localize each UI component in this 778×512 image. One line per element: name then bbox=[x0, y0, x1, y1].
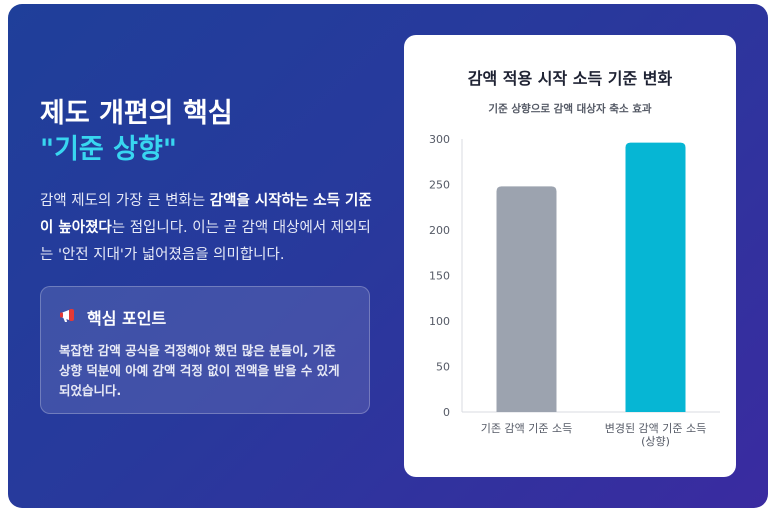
slide: 제도 개편의 핵심 "기준 상향" 감액 제도의 가장 큰 변화는 감액을 시작… bbox=[8, 4, 768, 508]
bar-1 bbox=[496, 186, 557, 412]
y-tick-label: 200 bbox=[429, 224, 450, 237]
description: 감액 제도의 가장 큰 변화는 감액을 시작하는 소득 기준이 높아졌다는 점입… bbox=[40, 188, 380, 269]
megaphone-icon bbox=[59, 307, 79, 327]
description-part1: 감액 제도의 가장 큰 변화는 bbox=[40, 193, 210, 209]
left-panel: 제도 개편의 핵심 "기준 상향" 감액 제도의 가장 큰 변화는 감액을 시작… bbox=[40, 96, 380, 269]
key-point-box: 핵심 포인트 복잡한 감액 공식을 걱정해야 했던 많은 분들이, 기준 상향 … bbox=[40, 286, 370, 414]
y-tick-label: 100 bbox=[429, 315, 450, 328]
x-tick-label: 기존 감액 기준 소득 bbox=[481, 422, 572, 435]
key-point-title: 핵심 포인트 bbox=[87, 309, 167, 328]
y-tick-label: 50 bbox=[436, 361, 450, 374]
key-point-body: 복잡한 감액 공식을 걱정해야 했던 많은 분들이, 기준 상향 덕분에 아예 … bbox=[59, 343, 340, 398]
bar-chart: 0 50 100 150 200 250 300 기존 감액 기준 소득 변경된 감액 기준 소… bbox=[429, 133, 720, 448]
y-tick-label: 300 bbox=[429, 133, 450, 146]
y-tick-label: 250 bbox=[429, 179, 450, 192]
y-tick-label: 0 bbox=[443, 406, 450, 419]
chart-card: 감액 적용 시작 소득 기준 변화 기준 상향으로 감액 대상자 축소 효과 0… bbox=[404, 35, 736, 477]
x-tick-label: (상향) bbox=[641, 435, 670, 448]
key-point-header: 핵심 포인트 bbox=[59, 305, 351, 329]
heading-line2: "기준 상향" bbox=[40, 134, 177, 165]
heading-line1: 제도 개편의 핵심 bbox=[40, 98, 233, 129]
bar-2 bbox=[625, 142, 686, 412]
x-tick-label: 변경된 감액 기준 소득 bbox=[605, 422, 707, 435]
chart-title: 감액 적용 시작 소득 기준 변화 bbox=[467, 69, 673, 88]
description-part2: 는 점입니다. 이는 곧 감액 대상에서 제외되는 '안전 지대'가 넓어졌음을… bbox=[40, 220, 371, 263]
y-tick-label: 150 bbox=[429, 270, 450, 283]
chart-subtitle: 기준 상향으로 감액 대상자 축소 효과 bbox=[488, 103, 652, 115]
description-bold: 감액을 시작하는 소득 기준이 높아졌다 bbox=[40, 193, 372, 236]
